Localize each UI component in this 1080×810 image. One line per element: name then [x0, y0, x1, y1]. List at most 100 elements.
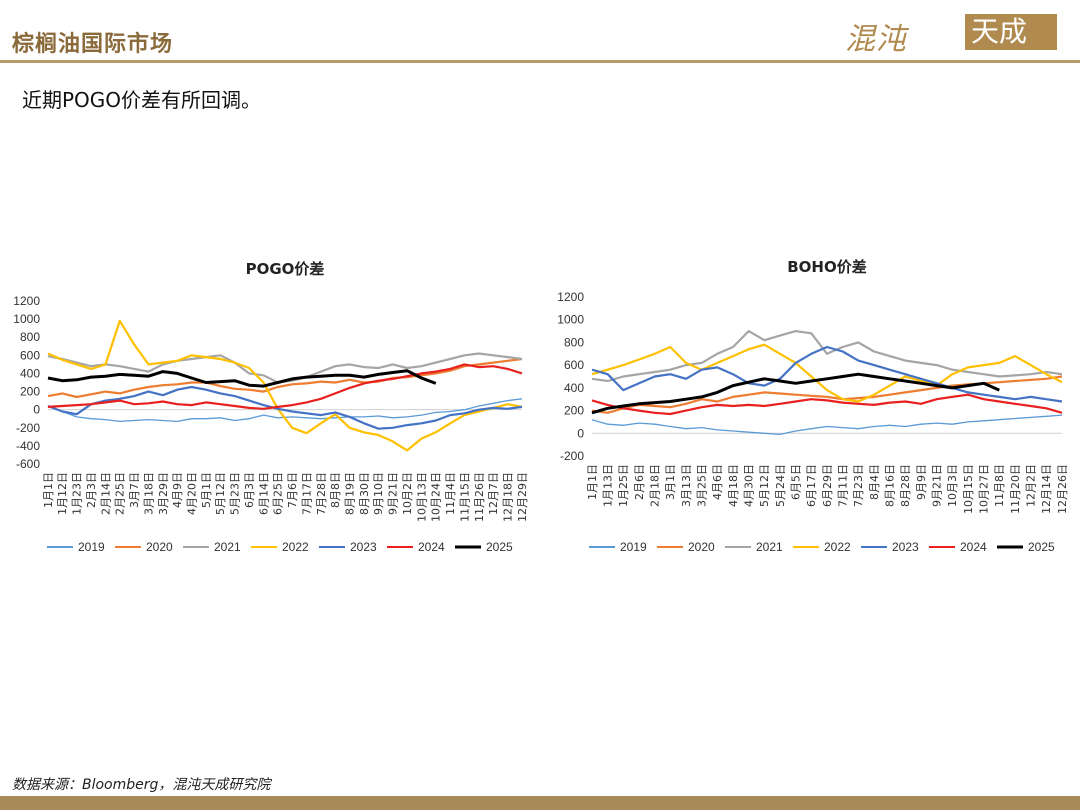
y-tick-label: 1000 — [13, 312, 40, 326]
logo-box-text: 天成研究院 — [965, 14, 1057, 120]
x-tick-label: 4月9日 — [171, 472, 184, 508]
x-tick-label: 12月26日 — [1056, 464, 1069, 514]
y-tick-label: 400 — [564, 381, 584, 395]
x-tick-label: 11月8日 — [993, 464, 1006, 507]
x-tick-label: 1月12日 — [56, 472, 69, 515]
x-tick-label: 5月1日 — [200, 472, 213, 508]
x-tick-label: 5月23日 — [229, 472, 242, 515]
series-line-2020 — [591, 375, 1063, 414]
series-line-2025 — [591, 372, 1000, 415]
data-source-note: 数据来源：Bloomberg，混沌天成研究院 — [12, 777, 271, 793]
x-tick-label: 8月19日 — [343, 472, 356, 515]
y-tick-label: -400 — [16, 439, 40, 453]
y-tick-label: -600 — [16, 457, 40, 471]
x-tick-label: 6月29日 — [821, 464, 834, 507]
series-line-2021 — [591, 329, 1063, 383]
x-tick-label: 9月21日 — [931, 464, 944, 507]
legend-label-2020: 2020 — [146, 540, 173, 554]
chart-title: BOHO价差 — [787, 258, 867, 276]
x-tick-label: 1月1日 — [586, 464, 599, 500]
y-tick-label: -200 — [560, 449, 584, 463]
series-line-2024 — [591, 393, 1063, 416]
x-tick-label: 12月14日 — [1040, 464, 1053, 514]
y-tick-label: 800 — [20, 330, 40, 344]
legend-label-2021: 2021 — [214, 540, 241, 554]
x-tick-label: 12月7日 — [487, 472, 500, 515]
x-tick-label: 5月24日 — [774, 464, 787, 507]
x-tick-label: 1月25日 — [617, 464, 630, 507]
x-tick-label: 3月13日 — [680, 464, 693, 507]
page-title: 棕榈油国际市场 — [12, 31, 174, 57]
legend-label-2025: 2025 — [1028, 540, 1055, 554]
x-tick-label: 10月3日 — [946, 464, 959, 507]
x-tick-label: 7月23日 — [852, 464, 865, 507]
legend-label-2022: 2022 — [824, 540, 851, 554]
x-tick-label: 7月11日 — [837, 464, 850, 507]
x-tick-label: 6月5日 — [790, 464, 803, 500]
series-line-2022 — [591, 343, 1063, 403]
x-tick-label: 12月2日 — [1025, 464, 1038, 507]
x-tick-label: 12月18日 — [501, 472, 514, 522]
x-tick-label: 5月12日 — [758, 464, 771, 507]
x-tick-label: 4月6日 — [711, 464, 724, 500]
pogo-chart-svg: POGO价差 -600 -400 -200 0 200 400 600 800 1000 1200 1… — [13, 260, 529, 554]
x-tick-label: 2月25日 — [114, 472, 127, 515]
x-tick-label: 8月8日 — [329, 472, 342, 508]
x-tick-label: 4月30日 — [743, 464, 756, 507]
x-tick-label: 10月24日 — [430, 472, 443, 522]
x-tick-label: 3月29日 — [157, 472, 170, 515]
x-tick-label: 12月29日 — [516, 472, 529, 522]
logo-script-text: 混沌 — [845, 22, 907, 57]
x-tick-label: 3月1日 — [664, 464, 677, 500]
x-tick-label: 9月10日 — [372, 472, 385, 515]
y-tick-label: 200 — [20, 385, 40, 399]
x-tick-label: 10月15日 — [962, 464, 975, 514]
x-tick-label: 6月17日 — [805, 464, 818, 507]
y-tick-label: 1200 — [13, 294, 40, 308]
x-tick-label: 9月9日 — [915, 464, 928, 500]
chart-title: POGO价差 — [246, 260, 325, 278]
x-tick-label: 11月4日 — [444, 472, 457, 515]
legend-label-2021: 2021 — [756, 540, 783, 554]
x-tick-label: 3月7日 — [128, 472, 141, 508]
x-tick-label: 8月4日 — [868, 464, 881, 500]
x-tick-label: 11月20日 — [1009, 464, 1022, 514]
y-tick-label: 600 — [20, 348, 40, 362]
footer-bar — [0, 796, 1080, 810]
x-tick-label: 10月27日 — [978, 464, 991, 514]
slide-subtitle: 近期POGO价差有所回调。 — [22, 88, 262, 112]
y-tick-label: -200 — [16, 421, 40, 435]
legend-label-2025: 2025 — [486, 540, 513, 554]
x-tick-label: 7月6日 — [286, 472, 299, 508]
x-tick-label: 2月14日 — [99, 472, 112, 515]
legend-label-2024: 2024 — [418, 540, 445, 554]
x-tick-label: 3月18日 — [142, 472, 155, 515]
y-tick-label: 0 — [33, 403, 40, 417]
legend-label-2019: 2019 — [78, 540, 105, 554]
legend-label-2023: 2023 — [350, 540, 377, 554]
boho-chart-svg: BOHO价差 -200 0 200 400 600 800 1000 1200 1月1日 1月13日… — [557, 258, 1069, 554]
x-tick-label: 6月14日 — [257, 472, 270, 515]
brand-logo: 混沌 天成研究院 — [845, 14, 1057, 120]
x-tick-label: 8月28日 — [899, 464, 912, 507]
series-line-2025 — [47, 369, 437, 388]
series-line-2022 — [47, 319, 523, 452]
x-tick-label: 2月18日 — [649, 464, 662, 507]
x-tick-label: 10月13日 — [415, 472, 428, 522]
y-tick-label: 1000 — [557, 313, 584, 327]
series-line-2023 — [591, 345, 1063, 403]
legend-label-2024: 2024 — [960, 540, 987, 554]
x-tick-label: 8月16日 — [884, 464, 897, 507]
header-divider — [0, 60, 1080, 63]
x-tick-label: 11月26日 — [473, 472, 486, 522]
y-tick-label: 0 — [577, 426, 584, 440]
series-line-2023 — [47, 385, 523, 430]
y-tick-label: 600 — [564, 358, 584, 372]
x-tick-label: 6月3日 — [243, 472, 256, 508]
x-tick-label: 10月2日 — [401, 472, 414, 515]
x-tick-label: 7月28日 — [315, 472, 328, 515]
x-tick-label: 1月1日 — [42, 472, 55, 508]
boho-chart: BOHO价差 -200 0 200 400 600 800 1000 1200 1月1日 1月13日… — [540, 250, 1080, 570]
legend-label-2020: 2020 — [688, 540, 715, 554]
y-tick-label: 400 — [20, 366, 40, 380]
